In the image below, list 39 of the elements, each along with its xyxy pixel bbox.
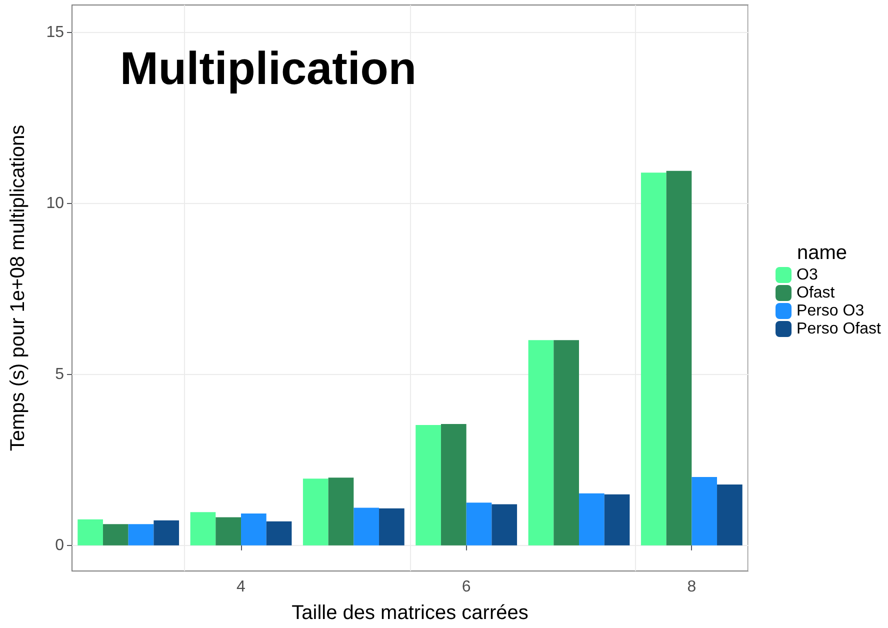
legend-label: Perso Ofast xyxy=(796,320,882,338)
x-tick-label: 8 xyxy=(687,578,696,596)
bar xyxy=(604,494,630,546)
text: Multiplication xyxy=(120,42,416,94)
legend-label: Perso O3 xyxy=(796,302,864,320)
y-axis-title: Temps (s) pour 1e+08 multiplications xyxy=(7,124,29,452)
y-tick-label: 0 xyxy=(55,536,64,554)
bar xyxy=(102,524,128,546)
bar xyxy=(640,172,666,546)
bar xyxy=(528,340,554,546)
bar xyxy=(78,519,103,546)
bar xyxy=(466,502,492,546)
bar xyxy=(440,424,466,546)
bar xyxy=(328,478,354,546)
y-tick-label: 10 xyxy=(46,194,64,212)
bar xyxy=(492,504,518,546)
bar xyxy=(154,520,180,546)
legend-label: Ofast xyxy=(796,284,836,302)
bar xyxy=(302,478,328,546)
bar xyxy=(717,484,742,546)
legend-title: name xyxy=(796,242,847,264)
y-tick-label: 15 xyxy=(46,24,64,41)
bar xyxy=(554,340,579,546)
x-axis-title: Taille des matrices carrées xyxy=(292,602,528,624)
bar xyxy=(241,514,266,546)
x-tick-label: 6 xyxy=(462,578,471,596)
legend-label: O3 xyxy=(796,266,818,284)
bar xyxy=(579,493,604,546)
bar xyxy=(692,476,718,546)
y-tick-label: 5 xyxy=(55,366,64,383)
x-tick-label: 4 xyxy=(236,578,246,596)
bar xyxy=(379,508,404,546)
bar xyxy=(128,524,154,546)
bar xyxy=(216,517,241,546)
bar xyxy=(666,170,692,546)
bar xyxy=(190,512,216,546)
bar xyxy=(416,424,441,546)
bar xyxy=(354,508,380,546)
bar xyxy=(266,521,292,546)
